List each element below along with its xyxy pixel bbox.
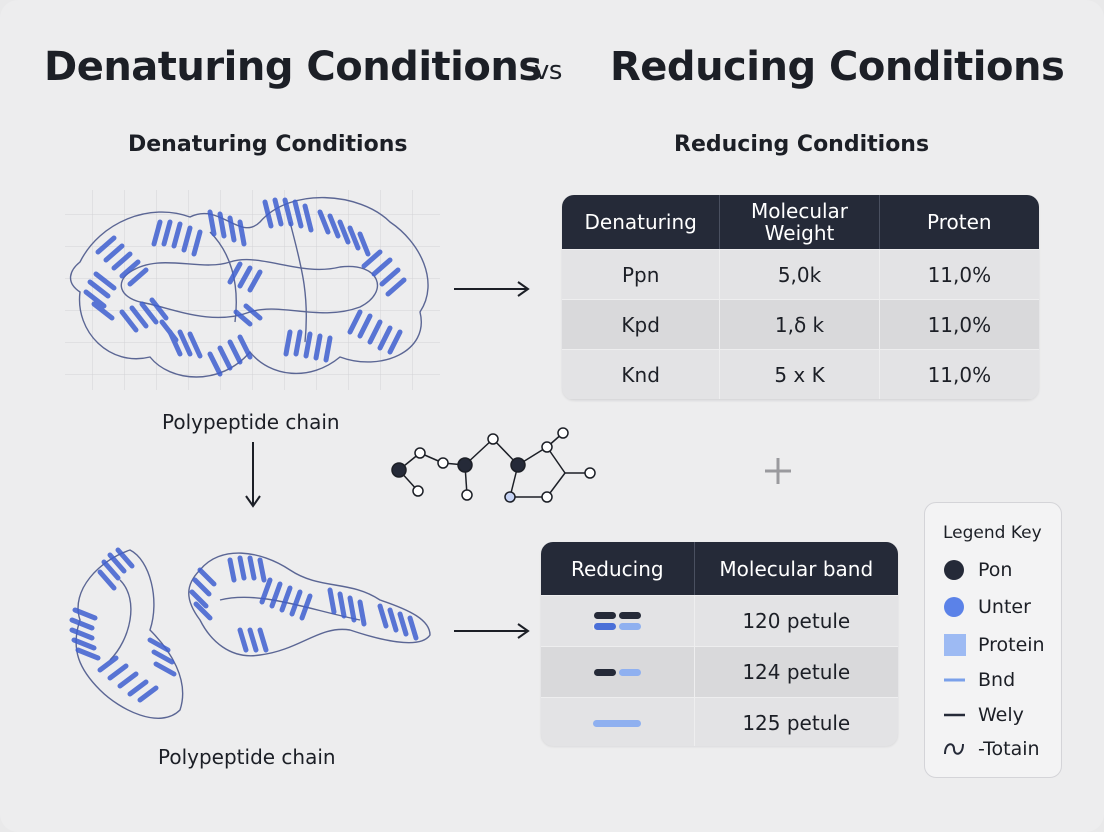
header-cell: Proten xyxy=(878,195,1039,249)
legend-item: Wely xyxy=(943,704,1024,726)
header-cell: Denaturing xyxy=(584,210,697,234)
dark-circle-icon xyxy=(943,559,969,581)
legend-item: Pon xyxy=(943,559,1012,581)
page-title: Denaturing Conditions vs Reducing Condit… xyxy=(0,44,1104,94)
table-row: Kpd 1,δ k 11,0% xyxy=(562,299,1039,349)
legend-label: Wely xyxy=(978,704,1024,726)
right-arrow-icon-top xyxy=(454,281,530,297)
header-cell: Molecular Weight xyxy=(719,195,878,249)
table-cell: Kpd xyxy=(621,312,660,337)
table-row: Knd 5 x K 11,0% xyxy=(562,349,1039,399)
table-cell: 124 petule xyxy=(693,647,898,697)
molecule-diagram xyxy=(391,427,596,503)
plus-icon xyxy=(765,458,791,484)
wave-icon xyxy=(943,738,969,760)
legend-box: Legend Key Pon Unter Protein Bnd Wely -T… xyxy=(924,502,1062,778)
table-row: 125 petule xyxy=(541,697,898,746)
band-icon xyxy=(593,719,642,727)
legend-title: Legend Key xyxy=(943,523,1042,543)
band-cell xyxy=(541,698,694,746)
table-cell: 1,δ k xyxy=(719,300,878,349)
table-cell: Knd xyxy=(621,362,660,387)
table-header: Denaturing Molecular Weight Proten xyxy=(562,195,1039,249)
light-line-icon xyxy=(943,669,969,691)
protein-structure-bottom xyxy=(69,547,431,719)
table-cell: Ppn xyxy=(621,262,660,287)
light-square-icon xyxy=(943,634,969,656)
table-cell: 11,0% xyxy=(878,250,1039,299)
denaturing-table: Denaturing Molecular Weight Proten Ppn 5… xyxy=(562,195,1039,400)
table-cell: 125 petule xyxy=(693,698,898,746)
table-cell: 11,0% xyxy=(878,350,1039,399)
title-right: Reducing Conditions xyxy=(610,44,1065,90)
band-cell xyxy=(541,647,694,697)
caption-bottom: Polypeptide chain xyxy=(158,745,336,769)
legend-label: Pon xyxy=(978,559,1013,581)
table-cell: 120 petule xyxy=(693,596,898,646)
reducing-table: Reducing Molecular band 120 petule 124 p… xyxy=(541,542,898,746)
table-cell: 5 x K xyxy=(719,350,878,399)
legend-label: Protein xyxy=(978,634,1045,656)
band-icon xyxy=(593,612,642,630)
table-cell: 5,0k xyxy=(719,250,878,299)
left-heading: Denaturing Conditions xyxy=(128,132,408,157)
down-arrow-icon xyxy=(245,442,261,508)
legend-item: Bnd xyxy=(943,669,1015,691)
legend-item: Protein xyxy=(943,634,1045,656)
title-left: Denaturing Conditions xyxy=(44,44,542,90)
header-cell: Molecular band xyxy=(693,542,898,595)
table-header: Reducing Molecular band xyxy=(541,542,898,595)
legend-item: -Totain xyxy=(943,738,1040,760)
table-row: Ppn 5,0k 11,0% xyxy=(562,249,1039,299)
header-cell: Reducing xyxy=(570,556,664,581)
table-row: 124 petule xyxy=(541,646,898,697)
protein-structure-top xyxy=(65,190,440,390)
right-heading: Reducing Conditions xyxy=(674,132,930,157)
band-icon xyxy=(593,668,641,676)
caption-top: Polypeptide chain xyxy=(162,410,340,434)
table-row: 120 petule xyxy=(541,595,898,646)
right-arrow-icon-bottom xyxy=(454,623,530,639)
title-vs: vs xyxy=(534,56,562,86)
dark-line-icon xyxy=(943,704,969,726)
legend-label: -Totain xyxy=(978,738,1040,760)
blue-circle-icon xyxy=(943,596,969,618)
legend-item: Unter xyxy=(943,596,1031,618)
band-cell xyxy=(541,596,694,646)
legend-label: Bnd xyxy=(978,669,1016,691)
legend-label: Unter xyxy=(978,596,1031,618)
table-cell: 11,0% xyxy=(878,300,1039,349)
